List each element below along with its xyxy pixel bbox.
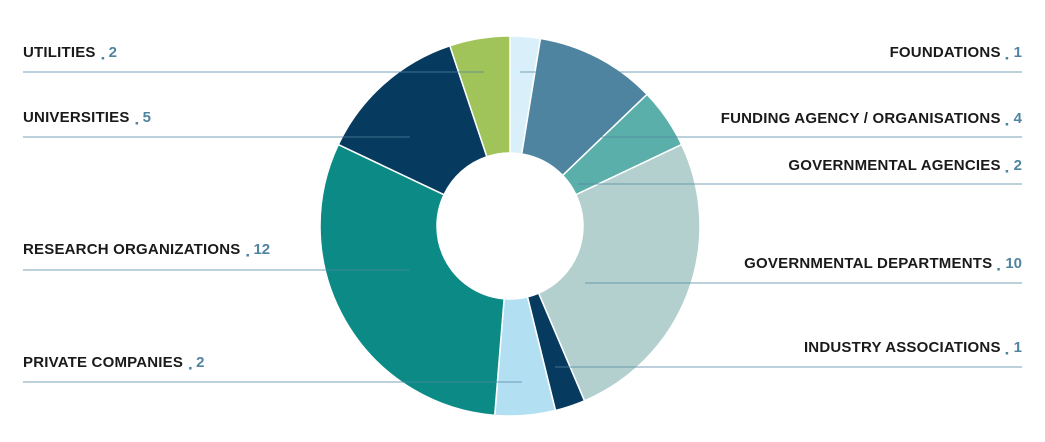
separator-dot (1005, 352, 1009, 355)
value-label: 2 (1014, 157, 1022, 174)
category-label: INDUSTRY ASSOCIATIONS (804, 339, 1001, 356)
value-label: 2 (109, 44, 117, 61)
category-label: GOVERNMENTAL AGENCIES (788, 157, 1000, 174)
category-label: RESEARCH ORGANIZATIONS (23, 241, 240, 258)
separator-dot (1005, 170, 1009, 173)
category-label: PRIVATE COMPANIES (23, 354, 183, 371)
value-label: 10 (1005, 255, 1022, 272)
value-label: 12 (253, 241, 270, 258)
separator-dot (246, 254, 249, 257)
separator-dot (189, 367, 192, 370)
donut-slice (337, 44, 488, 196)
value-label: 1 (1014, 44, 1022, 61)
category-label: UNIVERSITIES (23, 109, 130, 126)
category-label: FUNDING AGENCY / ORGANISATIONS (721, 110, 1001, 127)
value-label: 5 (143, 109, 151, 126)
category-label: GOVERNMENTAL DEPARTMENTS (744, 255, 992, 272)
separator-dot (135, 122, 139, 125)
category-label: FOUNDATIONS (890, 44, 1001, 61)
separator-dot (1005, 123, 1009, 126)
separator-dot (101, 57, 105, 60)
separator-dot (1005, 57, 1009, 60)
donut-slice (448, 35, 511, 158)
category-label: UTILITIES (23, 44, 96, 61)
value-label: 1 (1014, 339, 1022, 356)
value-label: 2 (196, 354, 204, 371)
donut-slice (537, 143, 701, 402)
separator-dot (997, 268, 1000, 271)
value-label: 4 (1014, 110, 1023, 127)
donut-slice (319, 143, 505, 417)
